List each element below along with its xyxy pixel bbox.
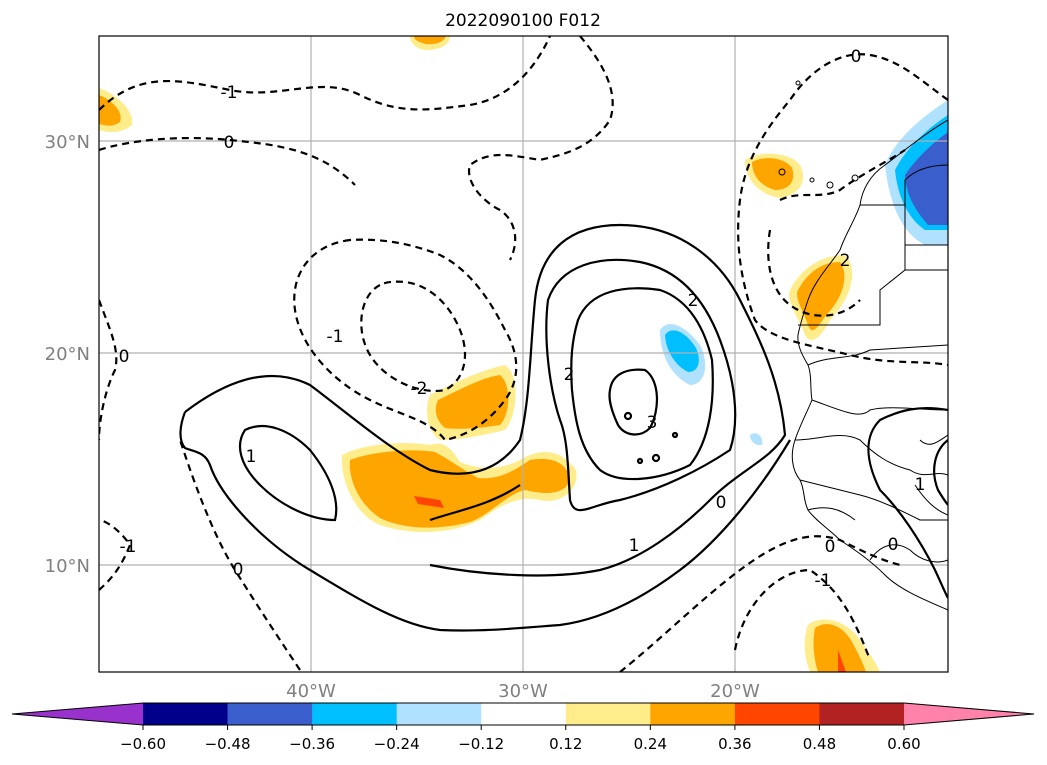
map-area: -1 0 0 -1 0 -1 -2 2 2 3 1 1 0 0 2 1 0 0 … xyxy=(99,36,948,672)
contours-negative xyxy=(99,36,948,672)
contour-label: 0 xyxy=(119,347,130,367)
lon-label-30w: 30°W xyxy=(498,681,548,702)
colorbar-tick-label: −0.60 xyxy=(120,735,166,753)
colorbar-swatch xyxy=(227,703,313,725)
contour-label: -1 xyxy=(815,571,832,591)
shaded-anomalies xyxy=(99,36,948,672)
contour-label: 1 xyxy=(629,536,640,556)
contour-label: 3 xyxy=(647,413,658,433)
contour-label: 1 xyxy=(915,475,926,495)
colorbar-swatch xyxy=(312,703,398,725)
lat-label-30n: 30°N xyxy=(45,132,90,153)
lat-label-10n: 10°N xyxy=(45,556,90,577)
lat-labels: 30°N 20°N 10°N xyxy=(45,132,90,577)
coastlines xyxy=(778,80,948,611)
contour-label: 0 xyxy=(716,493,727,513)
contour-label: 2 xyxy=(840,251,851,271)
contour-label: -1 xyxy=(327,327,344,347)
contour-label: 1 xyxy=(246,447,257,467)
contour-label: 0 xyxy=(851,47,862,67)
colorbar-tick-label: 0.12 xyxy=(549,735,582,753)
lat-label-20n: 20°N xyxy=(45,344,90,365)
colorbar-swatch xyxy=(396,703,482,725)
colorbar-swatch xyxy=(143,703,229,725)
lon-label-40w: 40°W xyxy=(286,681,336,702)
colorbar-swatch xyxy=(481,703,567,725)
colorbar-tick-label: −0.24 xyxy=(374,735,420,753)
colorbar-tick-label: −0.36 xyxy=(289,735,335,753)
gridlines xyxy=(99,36,948,672)
lon-labels: 40°W 30°W 20°W xyxy=(286,681,760,702)
colorbar-tick-label: 0.60 xyxy=(887,735,920,753)
colorbar-extend-high xyxy=(904,703,1034,725)
colorbar-tick-label: 0.36 xyxy=(718,735,751,753)
contour-label: 0 xyxy=(888,535,899,555)
colorbar-swatch xyxy=(734,703,820,725)
lon-label-20w: 20°W xyxy=(710,681,760,702)
contour-label: 2 xyxy=(688,291,699,311)
colorbar-extend-low xyxy=(12,703,143,725)
colorbar-tick-label: −0.48 xyxy=(205,735,251,753)
contour-label: -2 xyxy=(411,379,428,399)
map-title: 2022090100 F012 xyxy=(445,11,601,31)
contour-labels: -1 0 0 -1 0 -1 -2 2 2 3 1 1 0 0 2 1 0 0 … xyxy=(119,47,926,591)
colorbar-swatch xyxy=(650,703,736,725)
colorbar-tick-label: 0.24 xyxy=(634,735,667,753)
contour-label: 0 xyxy=(825,537,836,557)
contour-label: -1 xyxy=(221,83,238,103)
contour-label: -1 xyxy=(120,537,137,557)
contour-label: 0 xyxy=(233,560,244,580)
colorbar-swatch xyxy=(565,703,651,725)
colorbar-tick-label: −0.12 xyxy=(458,735,504,753)
colorbar: −0.60 −0.48 −0.36 −0.24 −0.12 0.12 0.24 0.36 0.4… xyxy=(11,702,1035,753)
colorbar-tick-label: 0.48 xyxy=(803,735,836,753)
contour-label: 0 xyxy=(224,133,235,153)
colorbar-swatch xyxy=(819,703,905,725)
contour-label: 2 xyxy=(564,365,575,385)
map-frame xyxy=(98,35,949,673)
contours-positive xyxy=(179,223,948,632)
